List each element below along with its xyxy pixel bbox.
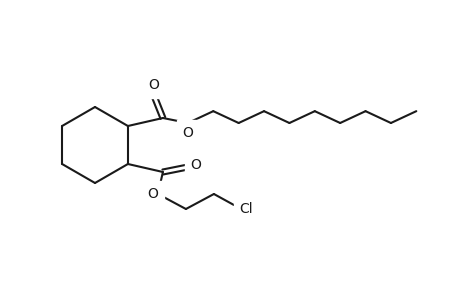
Text: Cl: Cl: [239, 202, 252, 216]
Text: O: O: [190, 158, 201, 172]
Text: O: O: [148, 78, 159, 92]
Text: O: O: [147, 187, 158, 201]
Text: O: O: [182, 126, 193, 140]
